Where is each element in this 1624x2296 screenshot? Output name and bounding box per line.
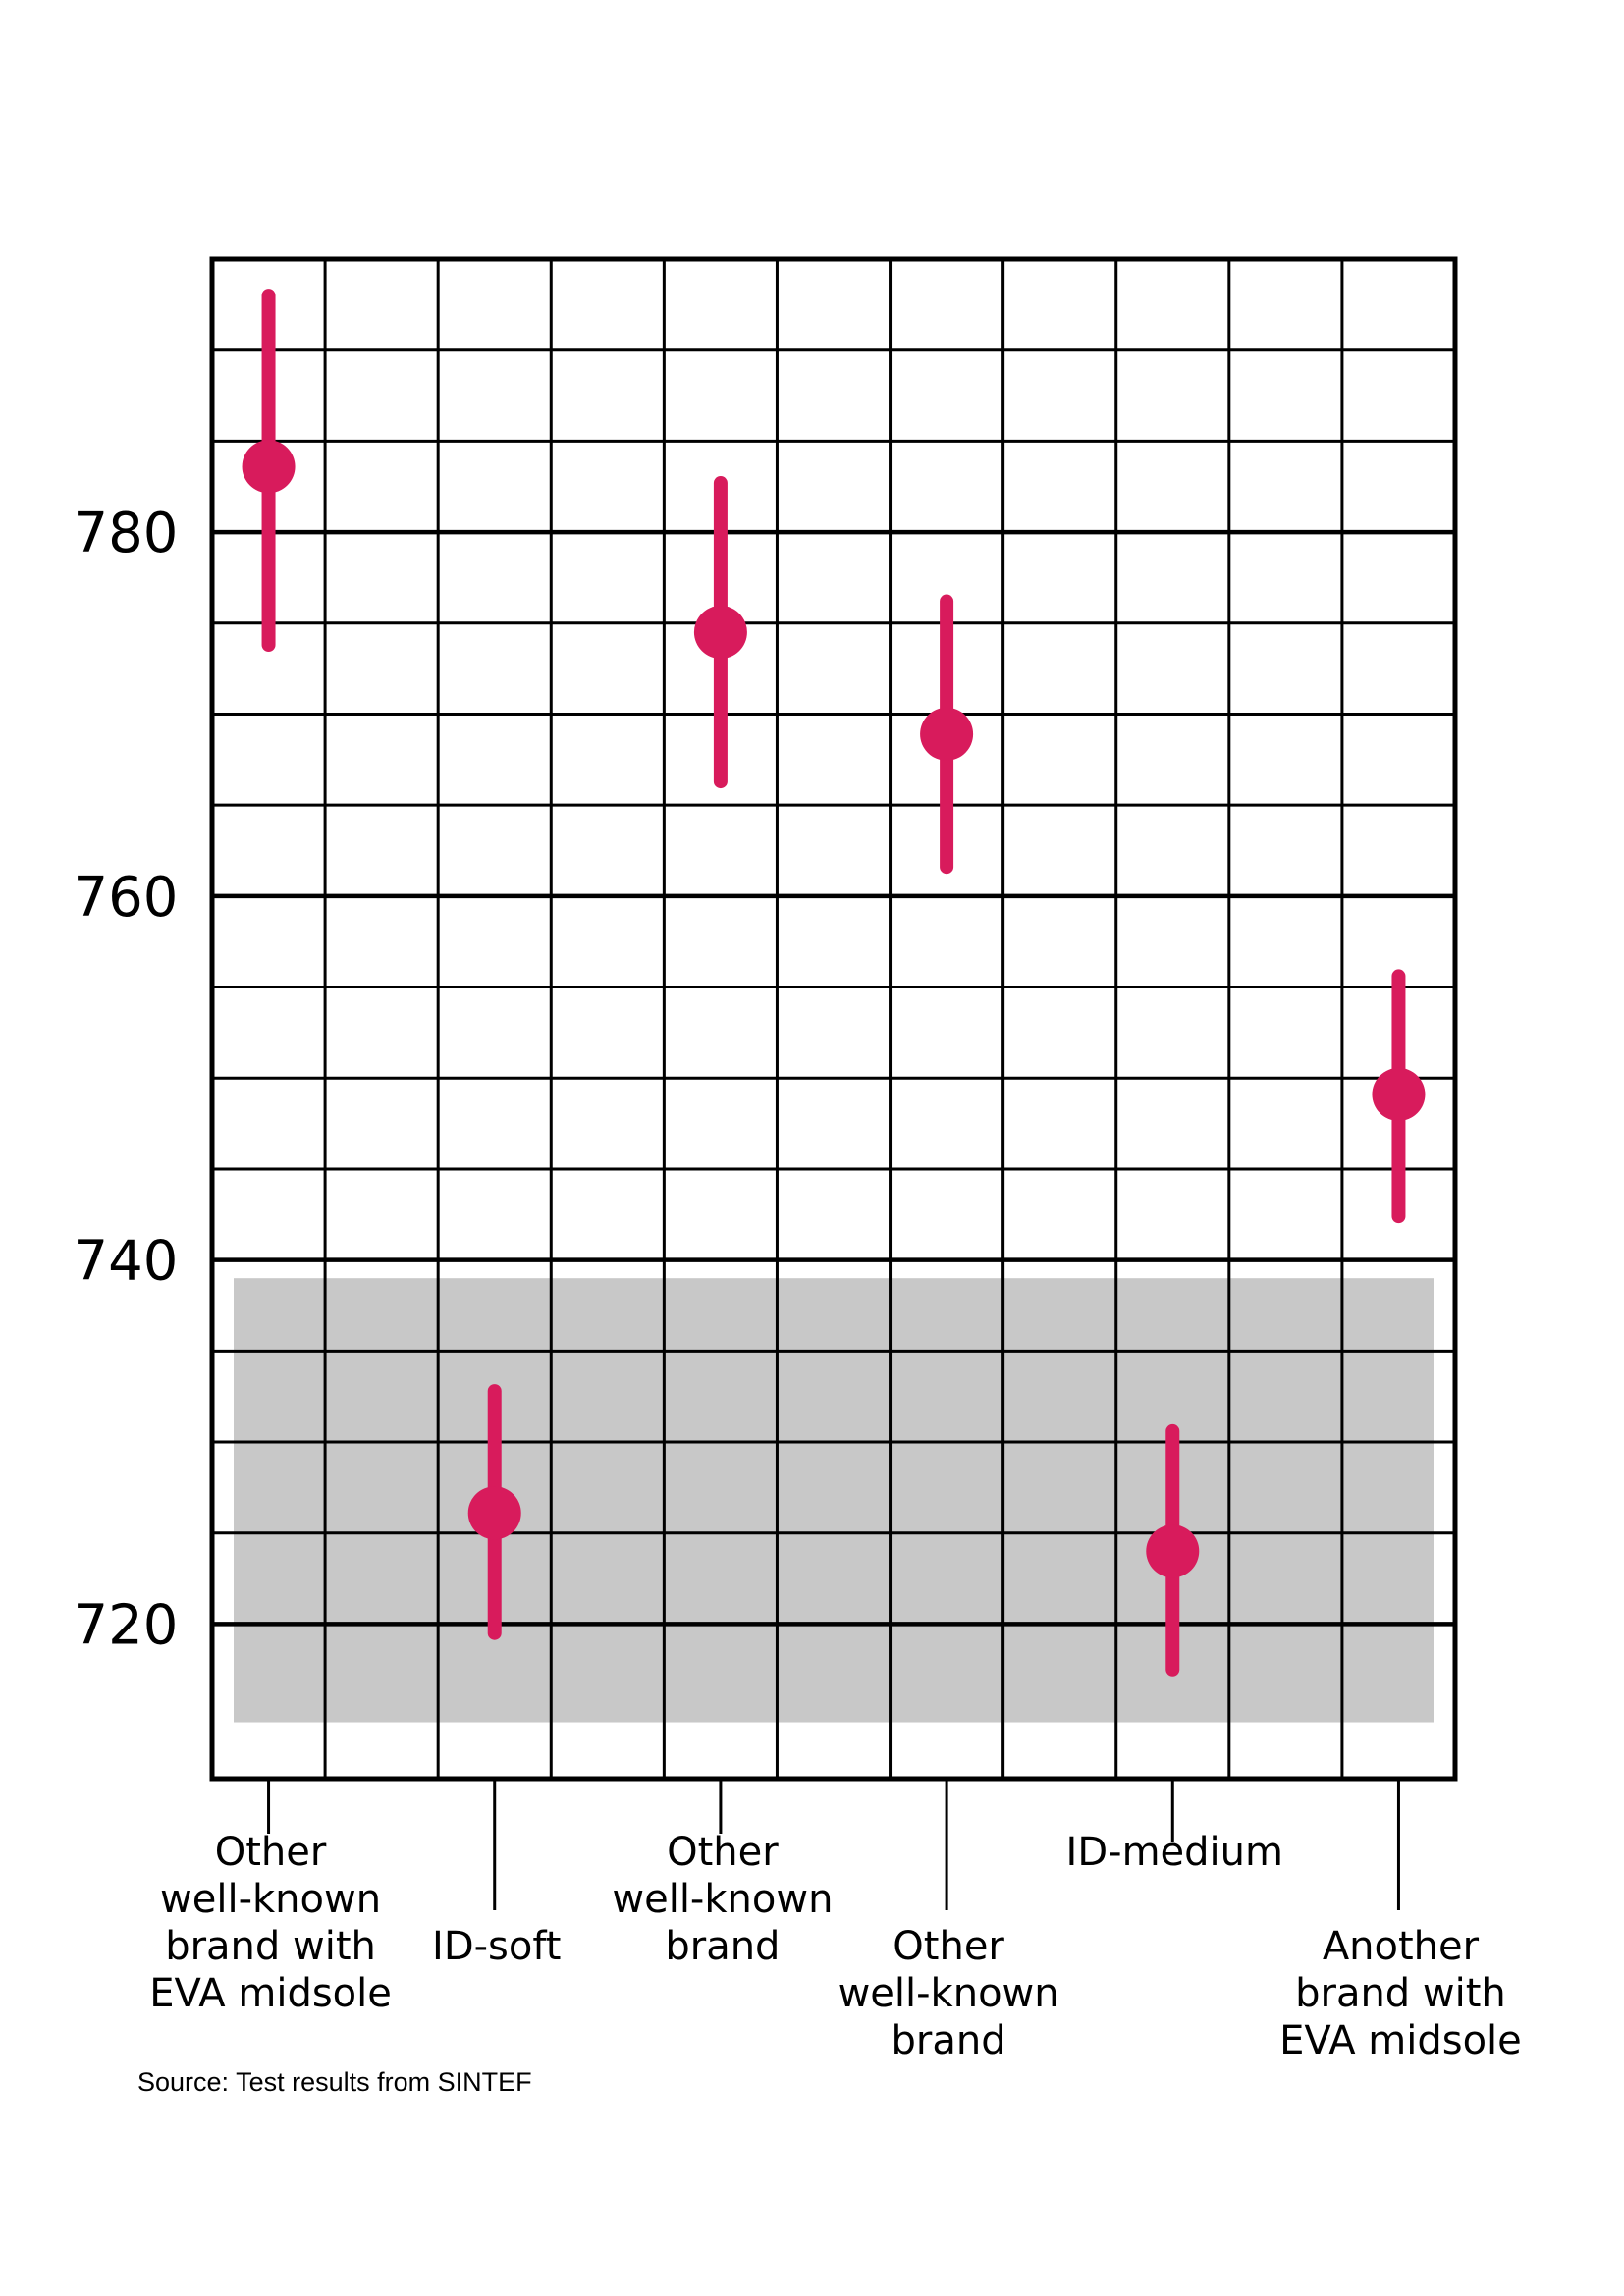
- category-label: ID-medium: [1066, 1830, 1283, 1875]
- category-label-line: brand: [665, 1924, 780, 1969]
- category-label-line: Other: [893, 1924, 1004, 1969]
- category-label-line: brand: [892, 2018, 1006, 2063]
- category-label-line: brand with: [1295, 1971, 1506, 2016]
- category-label-line: well-known: [612, 1877, 833, 1922]
- category-label: Another brand with EVA midsole: [1279, 1924, 1522, 2063]
- category-label: ID-soft: [432, 1924, 561, 1969]
- category-label: Other well-known brand with EVA midsole: [149, 1830, 392, 2016]
- grid-layer: [212, 259, 1455, 1779]
- category-label-line: brand with: [165, 1924, 376, 1969]
- category-label-line: EVA midsole: [149, 1971, 392, 2016]
- data-point: [920, 707, 974, 761]
- source-note: Source: Test results from SINTEF: [137, 2067, 532, 2097]
- category-label-line: Other: [667, 1830, 779, 1875]
- y-tick-label: 740: [74, 1230, 179, 1294]
- data-point: [693, 606, 747, 660]
- category-label: Other well-known brand: [839, 1924, 1059, 2063]
- y-tick-label: 720: [74, 1593, 179, 1657]
- data-point: [467, 1486, 521, 1540]
- data-point: [242, 440, 296, 494]
- category-label-line: EVA midsole: [1279, 2018, 1522, 2063]
- category-label-line: ID-soft: [432, 1924, 561, 1969]
- category-label: Other well-known brand: [612, 1830, 833, 1969]
- category-label-line: Another: [1323, 1924, 1480, 1969]
- data-point: [1372, 1067, 1426, 1121]
- shaded-band: [234, 1278, 1434, 1723]
- data-points: [242, 289, 1426, 1677]
- plot-frame: [209, 256, 1458, 1782]
- category-label-line: well-known: [839, 1971, 1059, 2016]
- y-tick-labels: 720 740 760 780: [74, 502, 179, 1657]
- y-tick-label: 760: [74, 866, 179, 930]
- x-category-ticks: [267, 1779, 1400, 1910]
- category-label-line: Other: [215, 1830, 327, 1875]
- x-category-labels: Other well-known brand with EVA midsoleID-s…: [149, 1830, 1522, 2063]
- category-label-line: well-known: [160, 1877, 381, 1922]
- y-tick-label: 780: [74, 502, 179, 565]
- data-point: [1146, 1524, 1200, 1578]
- shaded-band-layer: [234, 1278, 1434, 1723]
- category-label-line: ID-medium: [1066, 1830, 1283, 1875]
- plot-frame-layer: [209, 256, 1458, 1782]
